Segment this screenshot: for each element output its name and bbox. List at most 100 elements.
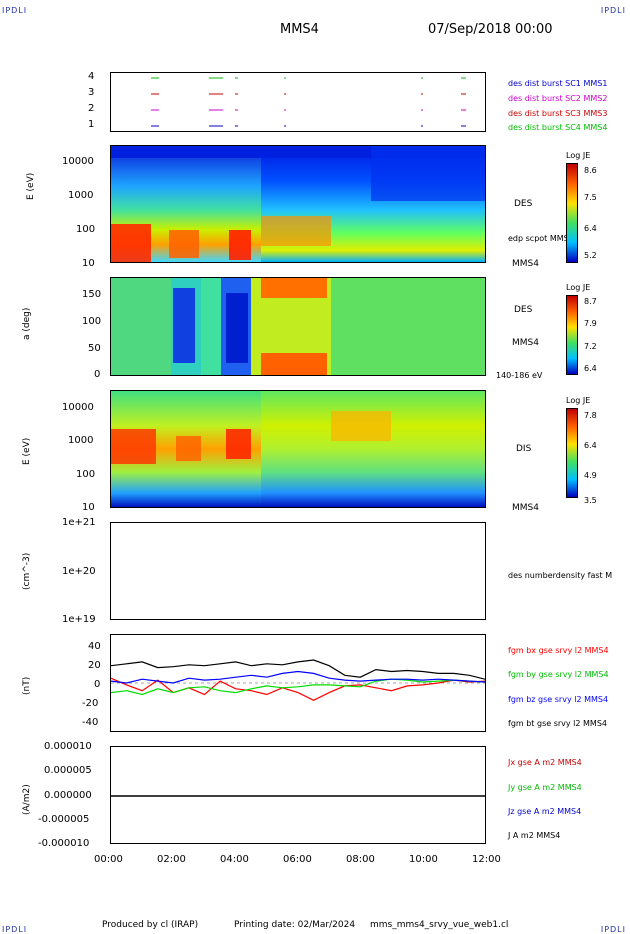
bfield-by-trace [110, 678, 486, 696]
bfield-legend-bt: fgm bt gse srvy l2 MMS4 [508, 719, 607, 728]
footer-printing: Printing date: 02/Mar/2024 [234, 920, 356, 930]
dis-energy-spectrogram [110, 390, 486, 508]
des-energy-image [111, 146, 485, 262]
current-legend-jy: Jy gse A m2 MMS4 [508, 783, 582, 792]
des-energy-sc: MMS4 [512, 259, 539, 269]
des-energy-cbar-tick-2: 6.4 [584, 224, 597, 233]
bfield-ytick-0: 0 [94, 679, 101, 690]
time-tick-1200: 12:00 [472, 854, 501, 865]
bfield-ytick-20: 20 [88, 660, 101, 671]
footer-produced: Produced by cl (IRAP) [102, 920, 199, 930]
des-pitch-range: 140-186 eV [496, 371, 543, 380]
dis-energy-ytick-10: 10 [82, 502, 95, 513]
dis-energy-cbar-tick-2: 4.9 [584, 471, 597, 480]
density-panel [110, 522, 486, 620]
bfield-legend-bz: fgm bz gse srvy l2 MMS4 [508, 695, 609, 704]
bfield-ylabel: (nT) [22, 676, 32, 695]
des-energy-colorbar [566, 163, 578, 263]
corner-tag-bottom-left: IPDLI [2, 925, 28, 934]
dis-energy-ytick-10000: 10000 [62, 402, 94, 413]
des-energy-overlay: edp scpot MMS4 [508, 234, 574, 243]
corner-tag-top-right: IPDLI [600, 6, 626, 15]
des-pitch-image [111, 278, 485, 375]
dis-energy-cbar-tick-1: 6.4 [584, 441, 597, 450]
current-ytick-2: 0.000000 [44, 790, 92, 801]
burst-panel [110, 72, 486, 132]
des-energy-label: DES [514, 199, 533, 209]
des-energy-ytick-1000: 1000 [68, 190, 94, 201]
bfield-legend-bx: fgm bx gse srvy l2 MMS4 [508, 646, 609, 655]
des-energy-cbar-tick-0: 8.6 [584, 166, 597, 175]
des-pitch-cbar-title: Log JE [566, 283, 591, 292]
des-energy-spectrogram [110, 145, 486, 263]
time-tick-0400: 04:00 [220, 854, 249, 865]
corner-tag-top-left: IPDLI [2, 6, 28, 15]
des-energy-cbar-title: Log JE [566, 151, 591, 160]
bfield-bt-trace [110, 659, 486, 680]
burst-ytick-4: 4 [88, 71, 95, 82]
dis-energy-image [111, 391, 485, 507]
burst-legend-mms2: des dist burst SC2 MMS2 [508, 94, 608, 103]
time-tick-1000: 10:00 [409, 854, 438, 865]
des-energy-ytick-10000: 10000 [62, 156, 94, 167]
dis-energy-sc: MMS4 [512, 503, 539, 513]
bfield-ytick-40: 40 [88, 641, 101, 652]
burst-ytick-3: 3 [88, 87, 95, 98]
time-tick-0600: 06:00 [283, 854, 312, 865]
density-ytick-1e21: 1e+21 [62, 517, 96, 528]
des-pitch-cbar-tick-0: 8.7 [584, 297, 597, 306]
current-plot [111, 795, 485, 797]
time-tick-0000: 00:00 [94, 854, 123, 865]
des-pitch-cbar-tick-1: 7.9 [584, 319, 597, 328]
dis-energy-cbar-tick-3: 3.5 [584, 496, 597, 505]
bfield-bz-trace [110, 670, 486, 684]
bfield-panel [110, 634, 486, 732]
bfield-ytick-neg20: -20 [82, 698, 99, 709]
dis-energy-ylabel: E (eV) [22, 437, 32, 465]
current-legend-j: J A m2 MMS4 [508, 831, 561, 840]
current-legend-jz: Jz gse A m2 MMS4 [508, 807, 582, 816]
des-pitch-label: DES [514, 305, 533, 315]
burst-legend-mms1: des dist burst SC1 MMS1 [508, 79, 608, 88]
current-ylabel: (A/m2) [22, 784, 32, 815]
bfield-plot [110, 659, 486, 701]
burst-marks [151, 77, 466, 127]
des-energy-ylabel: E (eV) [26, 172, 36, 200]
density-ylabel: (cm^-3) [22, 552, 32, 590]
time-tick-0800: 08:00 [346, 854, 375, 865]
burst-legend-mms3: des dist burst SC3 MMS3 [508, 109, 608, 118]
dis-energy-cbar-title: Log JE [566, 396, 591, 405]
density-legend: des numberdensity fast M [508, 571, 613, 580]
footer-file: mms_mms4_srvy_vue_web1.cl [370, 920, 509, 930]
burst-ytick-2: 2 [88, 103, 95, 114]
dis-energy-ytick-100: 100 [76, 469, 96, 480]
des-pitch-sc: MMS4 [512, 338, 539, 348]
bfield-legend-by: fgm by gse srvy l2 MMS4 [508, 670, 609, 679]
des-energy-cbar-tick-1: 7.5 [584, 193, 597, 202]
dis-energy-colorbar [566, 408, 578, 498]
corner-tag-bottom-right: IPDLI [600, 925, 626, 934]
dis-energy-cbar-tick-0: 7.8 [584, 411, 597, 420]
des-pitch-ytick-50: 50 [88, 343, 101, 354]
current-ytick-4: -0.000010 [38, 838, 90, 849]
des-pitch-spectrogram [110, 277, 486, 376]
dis-energy-label: DIS [516, 444, 532, 454]
des-pitch-cbar-tick-2: 7.2 [584, 342, 597, 351]
des-pitch-colorbar [566, 295, 578, 375]
des-pitch-ytick-100: 100 [82, 316, 102, 327]
des-pitch-cbar-tick-3: 6.4 [584, 364, 597, 373]
des-energy-cbar-tick-3: 5.2 [584, 251, 597, 260]
burst-ytick-1: 1 [88, 119, 95, 130]
burst-legend-mms4: des dist burst SC4 MMS4 [508, 123, 608, 132]
datetime-title: 07/Sep/2018 00:00 [428, 22, 553, 37]
bfield-ytick-neg40: -40 [82, 717, 99, 728]
des-energy-ytick-100: 100 [76, 224, 96, 235]
current-ytick-1: 0.000005 [44, 765, 92, 776]
des-pitch-ytick-0: 0 [94, 369, 101, 380]
current-ytick-0: 0.000010 [44, 741, 92, 752]
dis-energy-ytick-1000: 1000 [68, 435, 94, 446]
current-panel [110, 746, 486, 844]
des-energy-ytick-10: 10 [82, 258, 95, 269]
des-pitch-ylabel: a (deg) [22, 307, 32, 340]
des-pitch-ytick-150: 150 [82, 289, 102, 300]
